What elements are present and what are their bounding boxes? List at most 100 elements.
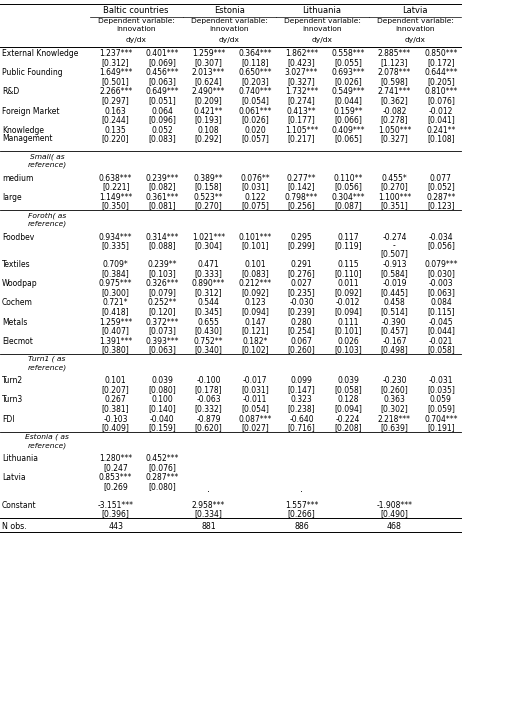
Text: [0.076]: [0.076] bbox=[148, 463, 176, 472]
Text: 468: 468 bbox=[387, 521, 402, 531]
Text: 0.163: 0.163 bbox=[105, 107, 127, 116]
Text: [0.178]: [0.178] bbox=[195, 384, 222, 394]
Text: 1.100***: 1.100*** bbox=[378, 193, 411, 202]
Text: 0.709*: 0.709* bbox=[103, 260, 128, 269]
Text: [0.055]: [0.055] bbox=[334, 58, 362, 67]
Text: dy/dx: dy/dx bbox=[404, 37, 426, 42]
Text: -0.224: -0.224 bbox=[336, 415, 360, 423]
Text: 1.021***: 1.021*** bbox=[192, 233, 225, 241]
Text: 0.135: 0.135 bbox=[105, 126, 127, 135]
Text: [0.384]: [0.384] bbox=[102, 269, 129, 278]
Text: [0.624]: [0.624] bbox=[195, 77, 222, 86]
Text: 0.052: 0.052 bbox=[151, 126, 173, 135]
Text: 1.105***: 1.105*** bbox=[285, 126, 318, 135]
Text: innovation: innovation bbox=[209, 27, 249, 32]
Text: 0.409***: 0.409*** bbox=[331, 126, 365, 135]
Text: Foroth( as: Foroth( as bbox=[28, 212, 66, 219]
Text: dy/dx: dy/dx bbox=[219, 37, 240, 42]
Text: [0.260]: [0.260] bbox=[288, 346, 315, 354]
Text: Dependent variable:: Dependent variable: bbox=[376, 18, 454, 24]
Text: [1.123]: [1.123] bbox=[381, 58, 408, 67]
Text: [0.044]: [0.044] bbox=[427, 326, 455, 335]
Text: 0.099: 0.099 bbox=[290, 377, 313, 385]
Text: [0.256]: [0.256] bbox=[288, 202, 315, 210]
Text: [0.121]: [0.121] bbox=[241, 326, 269, 335]
Text: [0.101]: [0.101] bbox=[241, 241, 269, 250]
Text: [0.083]: [0.083] bbox=[148, 134, 176, 143]
Text: 0.456***: 0.456*** bbox=[145, 68, 179, 77]
Text: [0.299]: [0.299] bbox=[288, 241, 315, 250]
Text: [0.238]: [0.238] bbox=[288, 404, 315, 413]
Text: 0.471: 0.471 bbox=[197, 260, 220, 269]
Text: FDI: FDI bbox=[2, 415, 15, 423]
Text: 0.401***: 0.401*** bbox=[145, 49, 179, 58]
Text: [0.027]: [0.027] bbox=[241, 423, 269, 432]
Text: -: - bbox=[393, 241, 396, 250]
Text: 0.853***: 0.853*** bbox=[99, 473, 133, 482]
Text: [0.041]: [0.041] bbox=[427, 115, 455, 124]
Text: 0.128: 0.128 bbox=[337, 395, 359, 405]
Text: [0.063]: [0.063] bbox=[148, 346, 176, 354]
Text: [0.333]: [0.333] bbox=[195, 269, 222, 278]
Text: [0.054]: [0.054] bbox=[241, 96, 269, 105]
Text: [0.418]: [0.418] bbox=[102, 307, 129, 316]
Text: Turn3: Turn3 bbox=[2, 395, 23, 405]
Text: 1.391***: 1.391*** bbox=[99, 337, 132, 346]
Text: [0.075]: [0.075] bbox=[241, 202, 269, 210]
Text: -0.063: -0.063 bbox=[196, 395, 221, 405]
Text: [0.274]: [0.274] bbox=[288, 96, 315, 105]
Text: Knowledge: Knowledge bbox=[2, 126, 44, 135]
Text: 0.123: 0.123 bbox=[244, 299, 266, 307]
Text: 0.011: 0.011 bbox=[337, 279, 359, 288]
Text: -0.011: -0.011 bbox=[243, 395, 267, 405]
Text: R&D: R&D bbox=[2, 87, 20, 96]
Text: 1.259***: 1.259*** bbox=[99, 318, 132, 327]
Text: [0.076]: [0.076] bbox=[427, 96, 455, 105]
Text: [0.052]: [0.052] bbox=[427, 182, 455, 192]
Text: 0.077: 0.077 bbox=[430, 174, 452, 183]
Text: 0.649***: 0.649*** bbox=[145, 87, 179, 96]
Text: [0.423]: [0.423] bbox=[288, 58, 315, 67]
Text: 1.732***: 1.732*** bbox=[285, 87, 318, 96]
Text: 0.111: 0.111 bbox=[337, 318, 359, 327]
Text: [0.082]: [0.082] bbox=[148, 182, 176, 192]
Text: -0.390: -0.390 bbox=[382, 318, 407, 327]
Text: 2.266***: 2.266*** bbox=[99, 87, 132, 96]
Text: [0.304]: [0.304] bbox=[195, 241, 222, 250]
Text: External Knowledge: External Knowledge bbox=[2, 49, 79, 58]
Text: [0.118]: [0.118] bbox=[241, 58, 269, 67]
Text: innovation: innovation bbox=[302, 27, 342, 32]
Text: Woodpap: Woodpap bbox=[2, 279, 37, 288]
Text: [0.327]: [0.327] bbox=[288, 77, 315, 86]
Text: -: - bbox=[114, 414, 117, 423]
Text: innovation: innovation bbox=[116, 27, 156, 32]
Text: 0.890***: 0.890*** bbox=[192, 279, 225, 288]
Text: Lithuania: Lithuania bbox=[303, 6, 342, 14]
Text: [0.244]: [0.244] bbox=[102, 115, 129, 124]
Text: 0.934***: 0.934*** bbox=[99, 233, 133, 241]
Text: 0.239***: 0.239*** bbox=[145, 174, 179, 183]
Text: 3.027***: 3.027*** bbox=[285, 68, 318, 77]
Text: 0.372***: 0.372*** bbox=[145, 318, 179, 327]
Text: 0.544: 0.544 bbox=[197, 299, 220, 307]
Text: [0.096]: [0.096] bbox=[148, 115, 176, 124]
Text: [0.119]: [0.119] bbox=[334, 241, 362, 250]
Text: [0.140]: [0.140] bbox=[148, 404, 176, 413]
Text: Foodbev: Foodbev bbox=[2, 233, 34, 241]
Text: [0.351]: [0.351] bbox=[381, 202, 408, 210]
Text: [0.101]: [0.101] bbox=[334, 326, 362, 335]
Text: [0.292]: [0.292] bbox=[195, 134, 222, 143]
Text: 0.122: 0.122 bbox=[244, 193, 266, 202]
Text: Cochem: Cochem bbox=[2, 299, 33, 307]
Text: [0.110]: [0.110] bbox=[334, 269, 362, 278]
Text: -0.030: -0.030 bbox=[289, 299, 314, 307]
Text: [0.327]: [0.327] bbox=[381, 134, 408, 143]
Text: -3.151***: -3.151*** bbox=[98, 501, 134, 510]
Text: [0.300]: [0.300] bbox=[102, 288, 129, 297]
Text: -0.879: -0.879 bbox=[196, 415, 221, 423]
Text: 0.115: 0.115 bbox=[337, 260, 359, 269]
Text: -0.034: -0.034 bbox=[429, 233, 453, 241]
Text: [0.716]: [0.716] bbox=[288, 423, 315, 432]
Text: 2.958***: 2.958*** bbox=[192, 501, 225, 510]
Text: 2.013***: 2.013*** bbox=[192, 68, 225, 77]
